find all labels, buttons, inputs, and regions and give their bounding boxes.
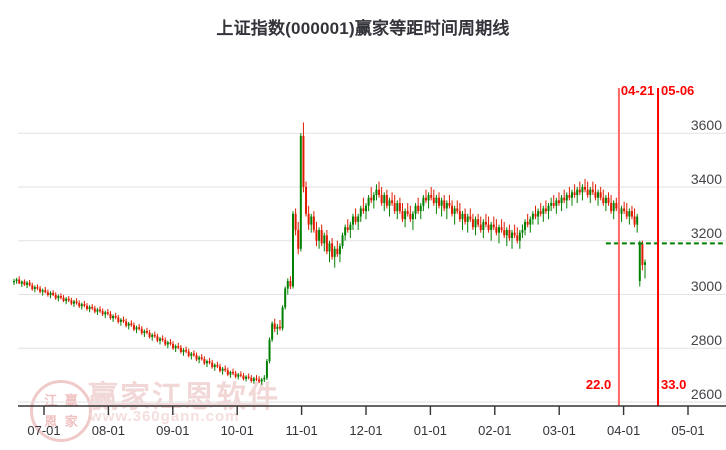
gann-marker-label-2: 05-06 bbox=[661, 83, 695, 98]
x-axis-tick: 03-01 bbox=[542, 423, 576, 438]
page-title: 上证指数(000001)赢家等距时间周期线 bbox=[216, 19, 510, 38]
y-axis-tick: 3000 bbox=[690, 278, 722, 295]
y-axis-tick: 3600 bbox=[690, 117, 722, 134]
y-axis-tick: 3400 bbox=[690, 170, 722, 187]
x-axis-tick: 07-01 bbox=[27, 423, 61, 438]
x-axis-tick: 08-01 bbox=[91, 423, 126, 438]
candle-series bbox=[13, 122, 646, 385]
gann-marker-value-2: 33.0 bbox=[661, 377, 687, 392]
x-axis-tick: 02-01 bbox=[478, 423, 512, 438]
x-axis-tick: 12-01 bbox=[349, 423, 383, 438]
overlay-layer bbox=[605, 88, 726, 406]
grid-layer bbox=[18, 132, 726, 403]
x-axis-tick: 09-01 bbox=[156, 423, 190, 438]
x-axis-tick: 04-01 bbox=[606, 423, 641, 438]
candlestick-plot bbox=[0, 60, 726, 406]
y-axis-tick: 3200 bbox=[690, 224, 722, 241]
gann-marker-label-1: 04-21 bbox=[620, 83, 655, 98]
x-axis-tick: 05-01 bbox=[671, 423, 705, 438]
x-axis-tick: 11-01 bbox=[285, 423, 318, 438]
x-axis-tick: 10-01 bbox=[220, 423, 254, 438]
y-axis-tick: 2800 bbox=[690, 332, 722, 349]
gann-marker-value-1: 22.0 bbox=[585, 377, 612, 392]
y-axis-tick: 2600 bbox=[690, 386, 722, 402]
x-axis-tick: 01-01 bbox=[413, 423, 448, 438]
